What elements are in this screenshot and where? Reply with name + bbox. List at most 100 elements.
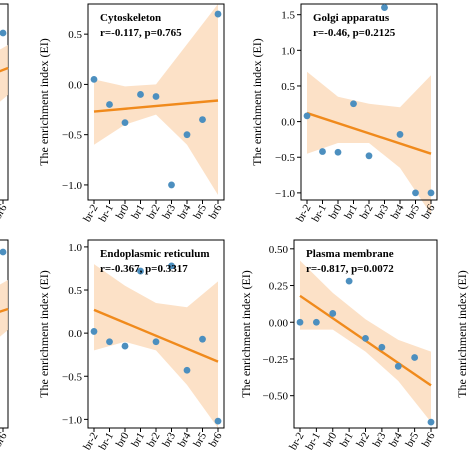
y-tick-label: −0.5 [62,130,82,142]
data-point-br2 [362,335,369,342]
y-tick-label: 0.0 [68,79,82,91]
y-tick-label: −1.0 [62,414,82,426]
y-tick-label: 1.0 [68,242,82,254]
panels: −1.0−0.50.00.5br-2br-1br0br1br2br3br4br5… [0,3,469,453]
data-point-br-2 [296,318,304,326]
regression-line [93,99,219,113]
data-point-br6 [427,418,435,426]
x-tick-label-br-1: br-1 [304,431,323,453]
panel-cytoskeleton: −1.0 −0.5 0.0 0.5 br-2br-1br0br1br2br3br4br5… [37,3,225,225]
regression-line [0,307,9,313]
regression-line [306,111,432,155]
confidence-band [0,280,8,337]
y-tick-label: 0.50 [269,244,289,256]
y-tick-label: 0.5 [68,285,82,297]
x-tick-label-br6: br6 [420,430,438,449]
x-tick-label-br-1: br-1 [97,431,116,453]
data-point-br4 [183,131,191,139]
y-axis-label: The enrichment index (EI) [239,270,253,398]
x-tick-label-br5: br5 [403,430,421,449]
data-point-br4 [183,366,191,374]
x-tick-label-br6: br6 [0,202,10,221]
data-point-br1 [137,91,144,98]
y-axis-label: The enrichment index (EI) [37,38,51,166]
annotation-title: Cytoskeleton [100,12,161,24]
x-tick-label-br4: br4 [387,430,405,449]
x-tick-label-br4: br4 [176,202,194,221]
data-point-br0 [329,310,337,317]
data-point-br-1 [319,148,326,155]
y-tick-label: −1.0 [275,188,295,200]
regression-line [0,66,9,73]
data-point-br3 [168,262,175,270]
annotation-stats: r=-0.46, p=0.2125 [313,27,396,39]
confidence-band [307,71,431,215]
x-tick-label-br2: br2 [145,431,163,450]
panel-left-partial-bottom: br6 [0,239,10,449]
data-point-br-1 [312,318,320,326]
data-point-br-1 [106,338,113,346]
y-tick-label: 0.25 [269,281,289,293]
y-tick-label: −0.5 [275,152,295,164]
x-tick-label-br-2: br-2 [294,203,313,225]
x-tick-label-br-1: br-1 [97,203,116,225]
data-point-br3 [378,343,386,351]
axes-frame [0,239,9,429]
y-axis-label: The enrichment index (EI) [37,270,51,398]
y-tick-label: 0.5 [281,81,295,93]
data-point-br0 [121,119,129,127]
panel-er: −1.0 −0.5 0.0 0.5 1.0 br-2br-1br0br1br2br3br4… [37,239,225,453]
data-point-br3 [168,181,175,189]
annotation-title: Golgi apparatus [313,12,390,24]
x-tick-label-br0: br0 [114,202,132,221]
regression-line [93,308,219,363]
data-point-br1 [137,267,144,275]
data-point-br6 [0,248,7,256]
annotation-stats: r=-0.367, p=0.3317 [100,263,188,275]
data-point-br6 [0,29,7,37]
annotation-title: Endoplasmic reticulum [100,248,210,260]
y-axis-label: The enrichment index (EI) [455,270,469,398]
data-point-br4 [394,362,402,370]
data-point-br-2 [90,75,98,83]
data-point-br-1 [106,101,113,108]
y-tick-label: −0.25 [263,354,289,366]
data-point-br-2 [303,112,311,120]
annotation-stats: r=-0.117, p=0.765 [100,27,182,39]
axes-frame [0,3,9,201]
y-tick-label: 0.0 [68,328,82,340]
x-tick-label-br-1: br-1 [310,203,329,225]
x-tick-label-br1: br1 [129,203,147,222]
data-point-br1 [345,277,353,285]
data-point-br6 [214,10,222,18]
y-tick-label: −1.0 [62,180,82,192]
data-point-br0 [334,148,342,156]
data-point-br5 [411,354,419,361]
x-tick-label-br5: br5 [191,430,209,449]
x-tick-label-br2: br2 [354,431,372,450]
x-tick-label-br6: br6 [207,202,225,221]
x-tick-label-br-2: br-2 [287,431,306,453]
y-tick-label: −0.5 [62,371,82,383]
panel-left-partial-top: br6 [0,3,10,221]
data-point-br2 [365,152,373,160]
x-tick-label-br1: br1 [338,431,356,450]
x-tick-label-br-2: br-2 [81,431,100,453]
confidence-band [94,264,218,428]
y-tick-label: 0.00 [269,317,289,329]
annotation-stats: r=-0.817, p=0.0072 [306,263,394,275]
x-tick-label-br0: br0 [327,202,345,221]
x-tick-label-br3: br3 [373,202,391,221]
y-tick-label: 1.0 [281,45,295,57]
data-point-br5 [412,189,419,197]
x-tick-label-br1: br1 [342,203,360,222]
x-tick-label-br0: br0 [322,430,340,449]
data-point-br6 [427,189,435,197]
x-tick-label-br4: br4 [389,202,407,221]
data-point-br5 [199,335,206,343]
y-tick-label: 0.0 [281,117,295,129]
panel-plasma: −0.50−0.250.000.250.50br-2br-1br0br1br2b… [239,239,438,453]
x-tick-label-br-2: br-2 [81,203,100,225]
x-tick-label-br0: br0 [114,430,132,449]
